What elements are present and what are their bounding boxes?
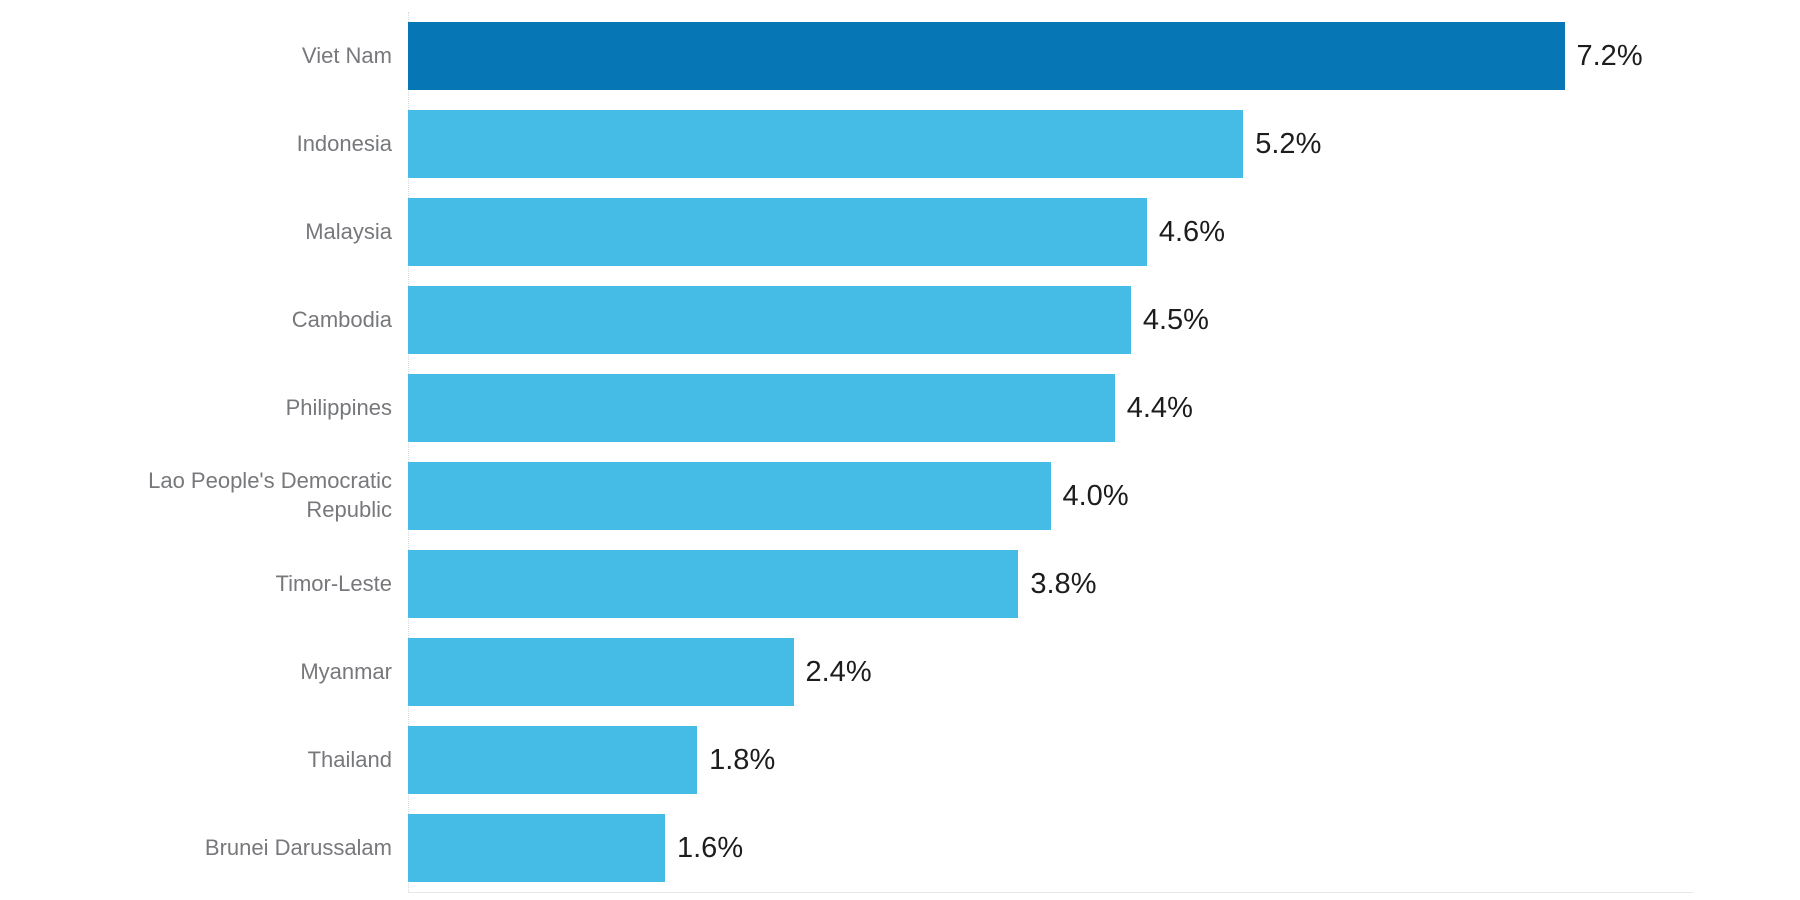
- category-label-cell: Thailand: [0, 746, 408, 775]
- chart-row: Indonesia 5.2%: [0, 100, 1800, 188]
- bar: [408, 550, 1019, 618]
- chart-row: Viet Nam 7.2%: [0, 12, 1800, 100]
- category-label-cell: Cambodia: [0, 306, 408, 335]
- chart-row: Myanmar 2.4%: [0, 628, 1800, 716]
- chart-row: Malaysia 4.6%: [0, 188, 1800, 276]
- chart-row: Lao People's Democratic Republic 4.0%: [0, 452, 1800, 540]
- category-label-cell: Indonesia: [0, 130, 408, 159]
- category-label-cell: Viet Nam: [0, 42, 408, 71]
- category-label-cell: Lao People's Democratic Republic: [0, 467, 408, 524]
- y-axis-line: [408, 12, 409, 892]
- value-label: 1.6%: [677, 831, 744, 864]
- bar: [408, 726, 698, 794]
- category-label: Thailand: [307, 746, 392, 772]
- category-label: Indonesia: [296, 130, 392, 156]
- category-label-cell: Timor-Leste: [0, 570, 408, 599]
- bar-cell: 5.2%: [408, 100, 1693, 188]
- value-label: 2.4%: [805, 655, 872, 688]
- value-label: 3.8%: [1030, 567, 1097, 600]
- chart-row: Cambodia 4.5%: [0, 276, 1800, 364]
- bar-cell: 4.6%: [408, 188, 1693, 276]
- bar-cell: 1.8%: [408, 716, 1693, 804]
- bar: [408, 374, 1115, 442]
- category-label: Timor-Leste: [275, 570, 392, 596]
- category-label: Cambodia: [291, 306, 392, 332]
- bar-cell: 4.0%: [408, 452, 1693, 540]
- bar: [408, 462, 1051, 530]
- category-label: Viet Nam: [301, 42, 392, 68]
- bar-cell: 2.4%: [408, 628, 1693, 716]
- chart-row: Thailand 1.8%: [0, 716, 1800, 804]
- value-label: 4.0%: [1062, 479, 1129, 512]
- value-label: 4.4%: [1126, 391, 1193, 424]
- chart-row: Philippines 4.4%: [0, 364, 1800, 452]
- bar-cell: 4.4%: [408, 364, 1693, 452]
- category-label: Brunei Darussalam: [204, 834, 392, 860]
- value-label: 4.5%: [1142, 303, 1209, 336]
- category-label-cell: Malaysia: [0, 218, 408, 247]
- bar: [408, 286, 1131, 354]
- value-label: 5.2%: [1255, 127, 1322, 160]
- chart-row: Brunei Darussalam 1.6%: [0, 804, 1800, 892]
- category-label: Philippines: [285, 394, 392, 420]
- bar: [408, 814, 665, 882]
- x-axis-line: [408, 892, 1693, 893]
- category-label-cell: Philippines: [0, 394, 408, 423]
- bar: [408, 22, 1565, 90]
- chart-row: Timor-Leste 3.8%: [0, 540, 1800, 628]
- category-label-cell: Myanmar: [0, 658, 408, 687]
- bar: [408, 198, 1147, 266]
- value-label: 4.6%: [1158, 215, 1225, 248]
- category-label: Myanmar: [300, 658, 392, 684]
- category-label: Malaysia: [305, 218, 392, 244]
- category-label-cell: Brunei Darussalam: [0, 834, 408, 863]
- value-label: 7.2%: [1576, 39, 1643, 72]
- bar: [408, 638, 794, 706]
- category-label: Lao People's Democratic Republic: [148, 468, 392, 522]
- bar-cell: 1.6%: [408, 804, 1693, 892]
- bar-cell: 7.2%: [408, 12, 1693, 100]
- bar-cell: 4.5%: [408, 276, 1693, 364]
- bar-cell: 3.8%: [408, 540, 1693, 628]
- chart-rows: Viet Nam 7.2% Indonesia 5.2% Malaysia 4.…: [0, 12, 1800, 892]
- value-label: 1.8%: [709, 743, 776, 776]
- bar: [408, 110, 1244, 178]
